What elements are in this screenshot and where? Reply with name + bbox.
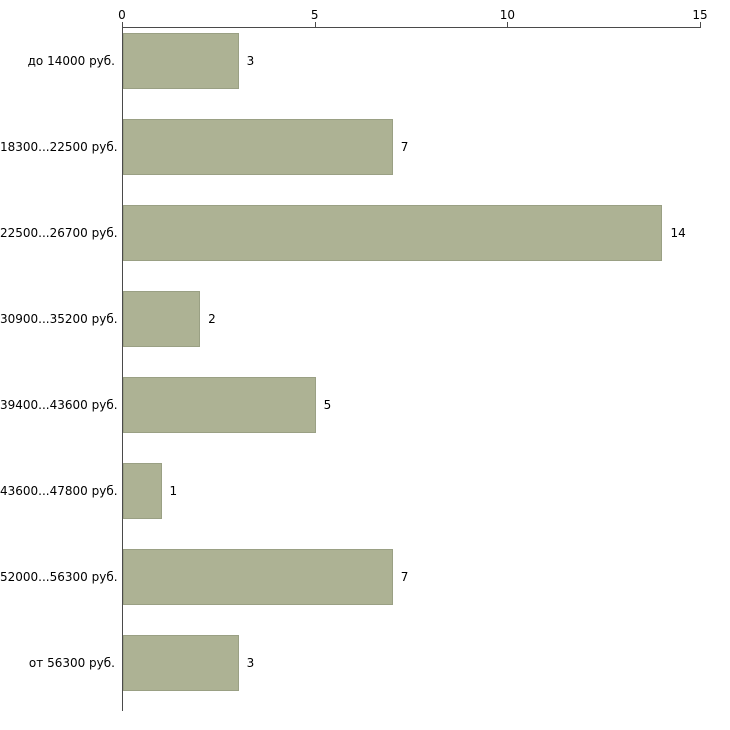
bar-row: 22500...26700 руб. 14 <box>0 205 686 261</box>
category-label: от 56300 руб. <box>28 656 115 670</box>
x-tick-label: 5 <box>310 8 319 22</box>
value-label: 1 <box>169 484 178 498</box>
category-label: 39400...43600 руб. <box>0 398 118 412</box>
bar-row: 52000...56300 руб. 7 <box>0 549 408 605</box>
category-label: 43600...47800 руб. <box>0 484 118 498</box>
bar-row: от 56300 руб. 3 <box>0 635 254 691</box>
bar[interactable] <box>123 33 239 89</box>
value-label: 7 <box>400 140 409 154</box>
value-label: 14 <box>670 226 686 240</box>
x-tick-mark <box>122 22 123 27</box>
bar[interactable] <box>123 377 316 433</box>
value-label: 7 <box>400 570 409 584</box>
category-label: 52000...56300 руб. <box>0 570 118 584</box>
category-label: 30900...35200 руб. <box>0 312 118 326</box>
y-axis <box>122 27 123 711</box>
bar-row: 43600...47800 руб. 1 <box>0 463 177 519</box>
x-tick-label: 15 <box>692 8 708 22</box>
bar[interactable] <box>123 549 393 605</box>
bar[interactable] <box>123 463 162 519</box>
x-tick-mark <box>314 22 316 27</box>
value-label: 3 <box>246 656 255 670</box>
x-axis <box>122 27 701 28</box>
category-label: 18300...22500 руб. <box>0 140 118 154</box>
x-tick-label: 0 <box>118 8 126 22</box>
x-tick-mark <box>507 22 509 27</box>
bar-row: до 14000 руб. 3 <box>0 33 254 89</box>
bar-row: 30900...35200 руб. 2 <box>0 291 216 347</box>
bar[interactable] <box>123 291 201 347</box>
bar[interactable] <box>123 119 393 175</box>
value-label: 2 <box>208 312 216 326</box>
bar-row: 18300...22500 руб. 7 <box>0 119 408 175</box>
category-label: 22500...26700 руб. <box>0 226 118 240</box>
value-label: 5 <box>323 398 332 412</box>
bar[interactable] <box>123 635 239 691</box>
x-tick-mark <box>700 22 701 27</box>
bar[interactable] <box>123 205 663 261</box>
x-tick-label: 10 <box>499 8 515 22</box>
bar-row: 39400...43600 руб. 5 <box>0 377 331 433</box>
value-label: 3 <box>246 54 255 68</box>
category-label: до 14000 руб. <box>27 54 115 68</box>
